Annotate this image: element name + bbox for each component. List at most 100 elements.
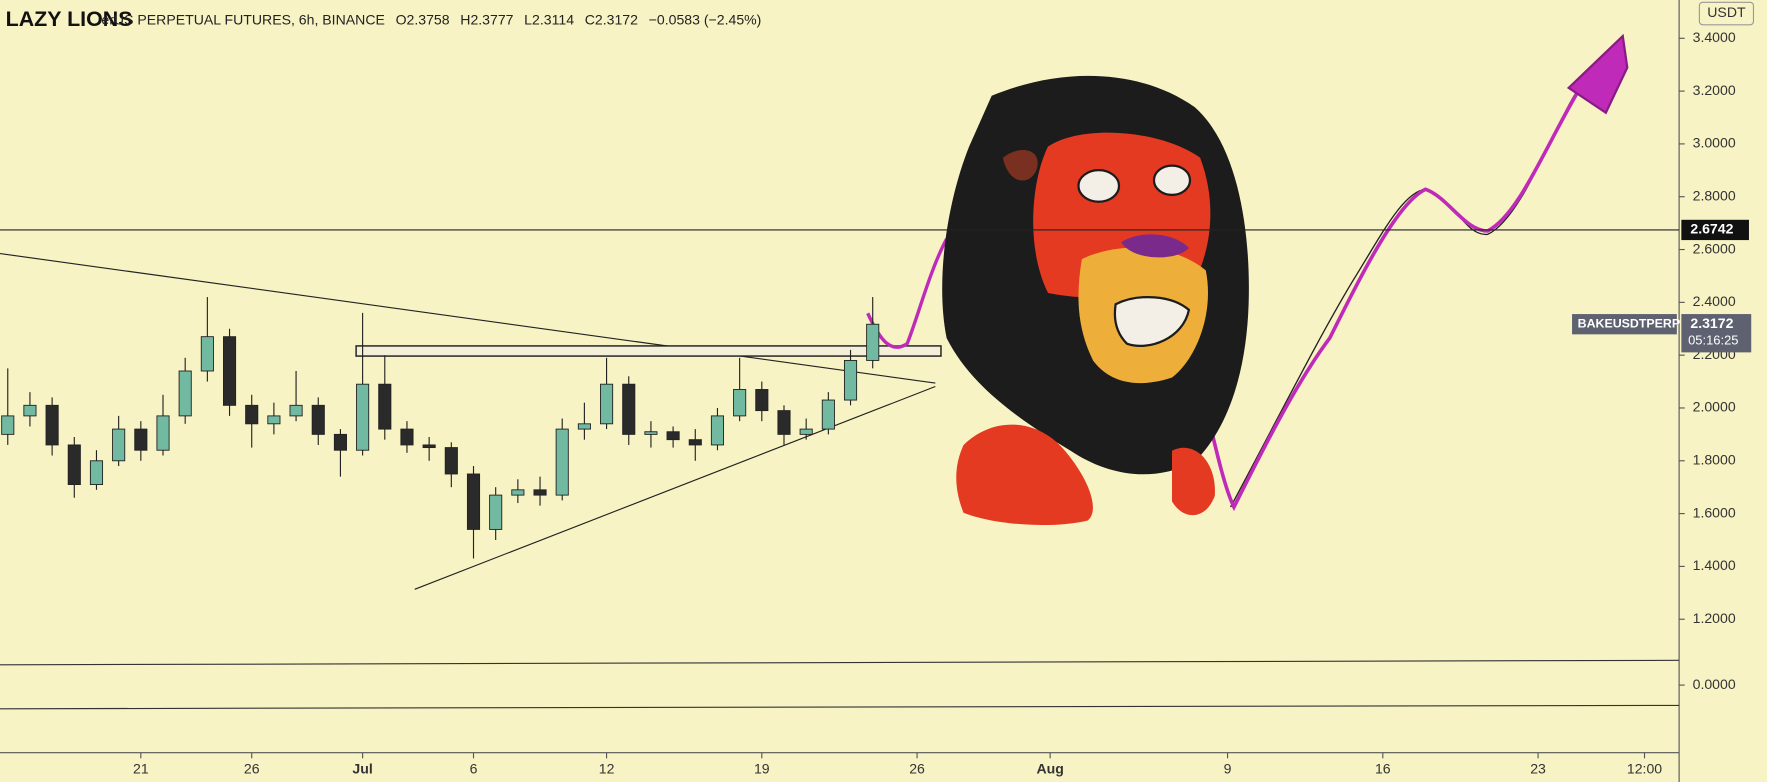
candle-body — [555, 428, 569, 496]
x-tick-label: 6 — [470, 760, 478, 776]
pane-separator — [0, 704, 1680, 710]
last-price-label: 2.3172 — [1690, 315, 1733, 331]
x-tick-label: 16 — [1375, 760, 1391, 776]
lion-eye — [1152, 164, 1192, 197]
trend-line — [0, 252, 936, 384]
candle-body — [134, 428, 148, 451]
candle-body — [378, 383, 392, 430]
legend-header: erUS PERPETUAL FUTURES, 6h, BINANCE O2.3… — [101, 11, 761, 27]
price-level-tag — [1681, 219, 1749, 241]
lion-body — [1171, 447, 1215, 516]
x-tick-label: 21 — [133, 760, 149, 776]
trend-line — [414, 385, 936, 590]
candle-body — [112, 428, 126, 462]
y-tick-label: 1.6000 — [1693, 504, 1736, 520]
last-price-box — [1681, 314, 1752, 353]
x-tick-label: 19 — [754, 760, 770, 776]
candle-body — [23, 404, 37, 417]
lion-ear — [1002, 150, 1038, 181]
pane-separator — [0, 659, 1680, 666]
lion-body — [956, 424, 1093, 526]
candle-body — [577, 423, 591, 430]
ohlc-high: H2.3777 — [460, 11, 513, 27]
chart-layer — [0, 229, 1680, 559]
projection-arrow — [1198, 72, 1591, 512]
candle-body — [843, 359, 858, 401]
y-tick-label: 2.4000 — [1693, 293, 1736, 309]
lion-mouth — [1113, 296, 1191, 348]
x-tick-label: Aug — [1036, 760, 1063, 776]
candle-body — [89, 460, 104, 485]
countdown: 05:16:25 — [1688, 333, 1738, 348]
candle-body — [799, 428, 813, 435]
y-tick-label: 1.8000 — [1693, 452, 1736, 468]
candle-body — [533, 489, 547, 496]
candle-body — [333, 433, 347, 451]
x-tick-label: 23 — [1530, 760, 1546, 776]
candle-body — [422, 444, 436, 449]
candle-body — [777, 410, 791, 435]
symbol-tag: BAKEUSDTPERP — [1578, 316, 1680, 330]
ohlc-low: L2.3114 — [524, 11, 574, 27]
candle-body — [866, 323, 880, 361]
candle-body — [356, 383, 370, 451]
candle-body — [644, 431, 658, 435]
ohlc-close: C2.3172 — [585, 11, 638, 27]
arrow-head — [1566, 33, 1629, 115]
lion-nose — [1121, 234, 1189, 258]
candle-body — [200, 336, 214, 372]
ohlc-open: O2.3758 — [396, 11, 450, 27]
range-box — [355, 345, 942, 357]
candle-body — [311, 404, 325, 435]
candle-body — [600, 383, 614, 425]
candle-body — [267, 415, 281, 425]
x-tick-label: 26 — [909, 760, 925, 776]
candle-body — [821, 399, 835, 430]
symbol-title: erUS PERPETUAL FUTURES, 6h, BINANCE — [101, 11, 384, 27]
x-tick-label: 12 — [599, 760, 615, 776]
candle-body — [156, 415, 170, 451]
currency-label: USDT — [1707, 4, 1746, 20]
x-tick-label: Jul — [352, 760, 372, 776]
y-tick-label: 2.0000 — [1693, 399, 1736, 415]
x-tick-label: 12:00 — [1627, 760, 1662, 776]
symbol-tag-box — [1572, 314, 1677, 335]
candle-body — [67, 444, 81, 485]
y-tick-label: 2.8000 — [1693, 187, 1736, 203]
candle-body — [710, 415, 725, 446]
candle-body — [733, 389, 747, 417]
candle-body — [444, 447, 458, 475]
candle-body — [178, 370, 192, 417]
y-tick-label: 3.2000 — [1693, 82, 1736, 98]
candle-body — [688, 439, 702, 446]
x-tick-label: 26 — [244, 760, 260, 776]
candle-body — [466, 473, 481, 530]
ohlc-change: −0.0583 (−2.45%) — [649, 11, 762, 27]
candle-body — [245, 404, 259, 425]
price-level-label: 2.6742 — [1690, 221, 1733, 237]
candle-body — [511, 489, 525, 496]
candle-body — [1, 415, 15, 435]
x-tick-label: 9 — [1224, 760, 1232, 776]
y-tick-label: 3.0000 — [1693, 135, 1736, 151]
lion-eye — [1077, 169, 1121, 203]
candle-body — [222, 336, 237, 406]
candle-body — [289, 404, 303, 417]
drawings — [0, 33, 1629, 590]
y-tick-label: 2.6000 — [1693, 240, 1736, 256]
currency-box — [1698, 1, 1755, 26]
y-tick-label: 3.4000 — [1693, 29, 1736, 45]
candle-body — [489, 494, 503, 530]
candle-body — [755, 389, 769, 412]
y-tick-label: 1.4000 — [1693, 557, 1736, 573]
candle-body — [400, 428, 414, 446]
candle-body — [666, 431, 680, 441]
lion-doodle — [942, 75, 1249, 526]
logo: LAZY LIONS — [6, 7, 133, 31]
y-tick-label: 1.2000 — [1693, 610, 1736, 626]
candle-body — [622, 383, 636, 435]
candle-body — [45, 404, 59, 446]
